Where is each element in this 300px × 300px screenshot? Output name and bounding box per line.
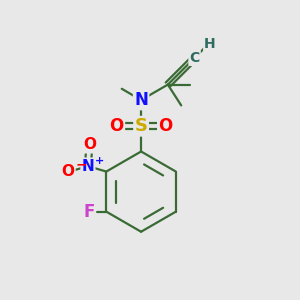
Text: O: O	[158, 117, 172, 135]
Text: +: +	[94, 156, 104, 166]
Text: O: O	[61, 164, 74, 179]
Text: N: N	[134, 91, 148, 109]
Text: O: O	[110, 117, 124, 135]
Text: C: C	[190, 51, 200, 65]
Text: S: S	[135, 117, 148, 135]
Text: H: H	[204, 37, 216, 51]
Text: F: F	[83, 203, 95, 221]
Text: N: N	[82, 159, 94, 174]
Text: O: O	[83, 137, 96, 152]
Text: −: −	[76, 158, 88, 172]
